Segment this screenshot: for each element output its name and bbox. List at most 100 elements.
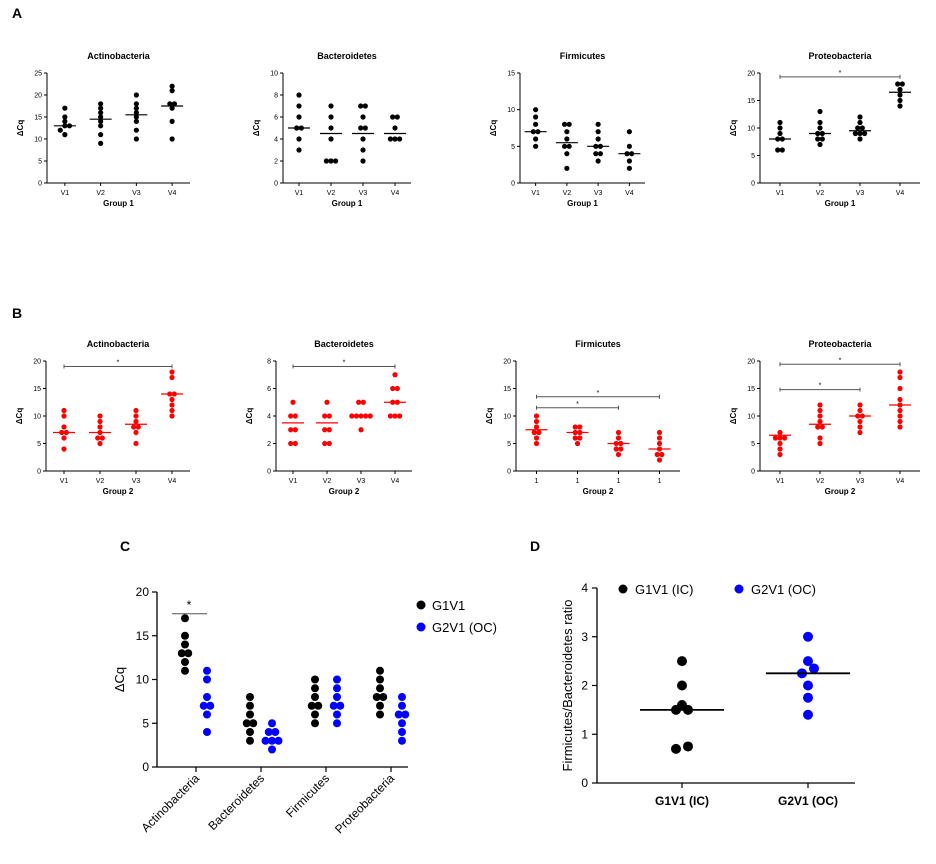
data-point: [897, 418, 903, 425]
x-tick-label: V1: [60, 478, 69, 485]
y-tick-label: 15: [34, 115, 42, 122]
y-tick-label: 6: [274, 115, 278, 122]
data-point: [181, 640, 189, 649]
data-point: [857, 418, 863, 425]
chart-b1: Actinobacteria 0 5 10 15 20 ΔCq V1 V2 V3 V4 Group 2…: [15, 339, 190, 496]
y-tick-label: 10: [270, 71, 278, 78]
data-point: [133, 407, 139, 414]
y-tick-label: 0: [274, 181, 278, 188]
data-point: [595, 121, 601, 127]
x-axis-label: Group 1: [567, 199, 598, 208]
data-point: [98, 118, 104, 124]
data-point: [360, 158, 366, 164]
data-point: [394, 710, 403, 719]
data-point: [857, 429, 863, 436]
x-tick-label: V1: [776, 478, 785, 485]
data-point: [564, 136, 570, 142]
y-tick-label: 20: [34, 93, 42, 100]
x-axis-label: Group 2: [103, 487, 134, 496]
data-point: [777, 435, 783, 441]
data-point: [181, 666, 189, 675]
data-point: [169, 407, 175, 414]
chart-title: Proteobacteria: [808, 51, 872, 61]
x-tick-label: V1: [295, 190, 304, 197]
data-point: [362, 103, 368, 109]
data-point: [775, 147, 781, 153]
data-point: [169, 83, 175, 89]
data-point: [561, 143, 568, 149]
data-point: [322, 427, 328, 433]
y-tick-label: 0: [511, 181, 515, 188]
y-tick-label: 5: [511, 144, 515, 151]
x-tick-label: V3: [359, 190, 368, 197]
data-point: [595, 136, 601, 142]
data-point: [133, 413, 139, 419]
data-point: [654, 451, 660, 458]
panel-label-d: D: [530, 538, 540, 554]
data-point: [817, 402, 823, 408]
x-tick-label: V4: [625, 190, 634, 197]
data-point: [566, 143, 572, 149]
y-tick-label: 5: [507, 441, 511, 448]
data-point: [398, 693, 406, 701]
data-point: [203, 693, 211, 701]
data-point: [292, 427, 298, 433]
data-point: [677, 656, 687, 667]
y-tick-label: 0: [751, 181, 755, 188]
y-tick-label: 15: [33, 386, 41, 393]
data-point: [311, 675, 319, 684]
x-tick-label: V2: [816, 190, 825, 197]
x-tick-label: G1V1 (IC): [655, 794, 709, 808]
data-point: [246, 710, 254, 719]
data-point: [897, 424, 903, 430]
data-point: [566, 121, 572, 127]
y-tick-label: 0: [267, 469, 271, 476]
data-point: [131, 424, 137, 430]
data-point: [169, 136, 175, 142]
x-tick-label: V3: [856, 190, 865, 197]
panel-label-c: C: [120, 538, 130, 554]
data-point: [815, 136, 821, 142]
data-point: [897, 103, 903, 109]
data-point: [677, 680, 687, 691]
data-point: [533, 440, 540, 447]
data-point: [296, 147, 302, 153]
data-point: [98, 123, 104, 129]
data-point: [333, 693, 341, 701]
data-point: [857, 130, 863, 137]
x-tick-label: V1: [289, 478, 298, 485]
chart-title: Bacteroidetes: [317, 51, 377, 61]
data-point: [809, 663, 819, 674]
x-tick-label: V1: [531, 190, 540, 197]
data-point: [62, 105, 68, 111]
data-point: [307, 701, 316, 710]
significance-star: *: [819, 383, 822, 390]
data-point: [376, 710, 384, 719]
data-point: [533, 413, 540, 419]
data-point: [897, 374, 903, 381]
data-point: [855, 125, 861, 131]
chart-d: 0 1 2 3 4 Firmicutes/Bacteroidetes ratio G1V1 …: [560, 581, 855, 808]
data-point: [897, 92, 903, 98]
y-tick-label: 6: [267, 386, 271, 393]
data-point: [288, 413, 294, 419]
chart-title: Actinobacteria: [87, 51, 151, 61]
data-point: [360, 114, 366, 120]
chart-title: Firmicutes: [575, 339, 621, 349]
y-axis-label: ΔCq: [16, 120, 25, 137]
data-point: [533, 121, 539, 127]
data-point: [358, 103, 364, 109]
data-point: [779, 147, 785, 153]
legend-label: G1V1: [432, 598, 465, 613]
data-point: [274, 736, 283, 745]
data-point: [897, 413, 903, 419]
data-point: [626, 129, 632, 135]
data-point: [336, 701, 345, 710]
data-point: [618, 446, 624, 452]
y-tick-label: 2: [274, 159, 278, 166]
data-point: [177, 649, 186, 658]
data-point: [772, 435, 779, 441]
chart-a3: Firmicutes 0 5 10 15 ΔCq V1 V2 V3 V4 Group 1: [489, 51, 645, 208]
chart-c: 0 5 10 15 20 ΔCq Actinobacteria Bacteroidetes Fi…: [112, 585, 497, 836]
